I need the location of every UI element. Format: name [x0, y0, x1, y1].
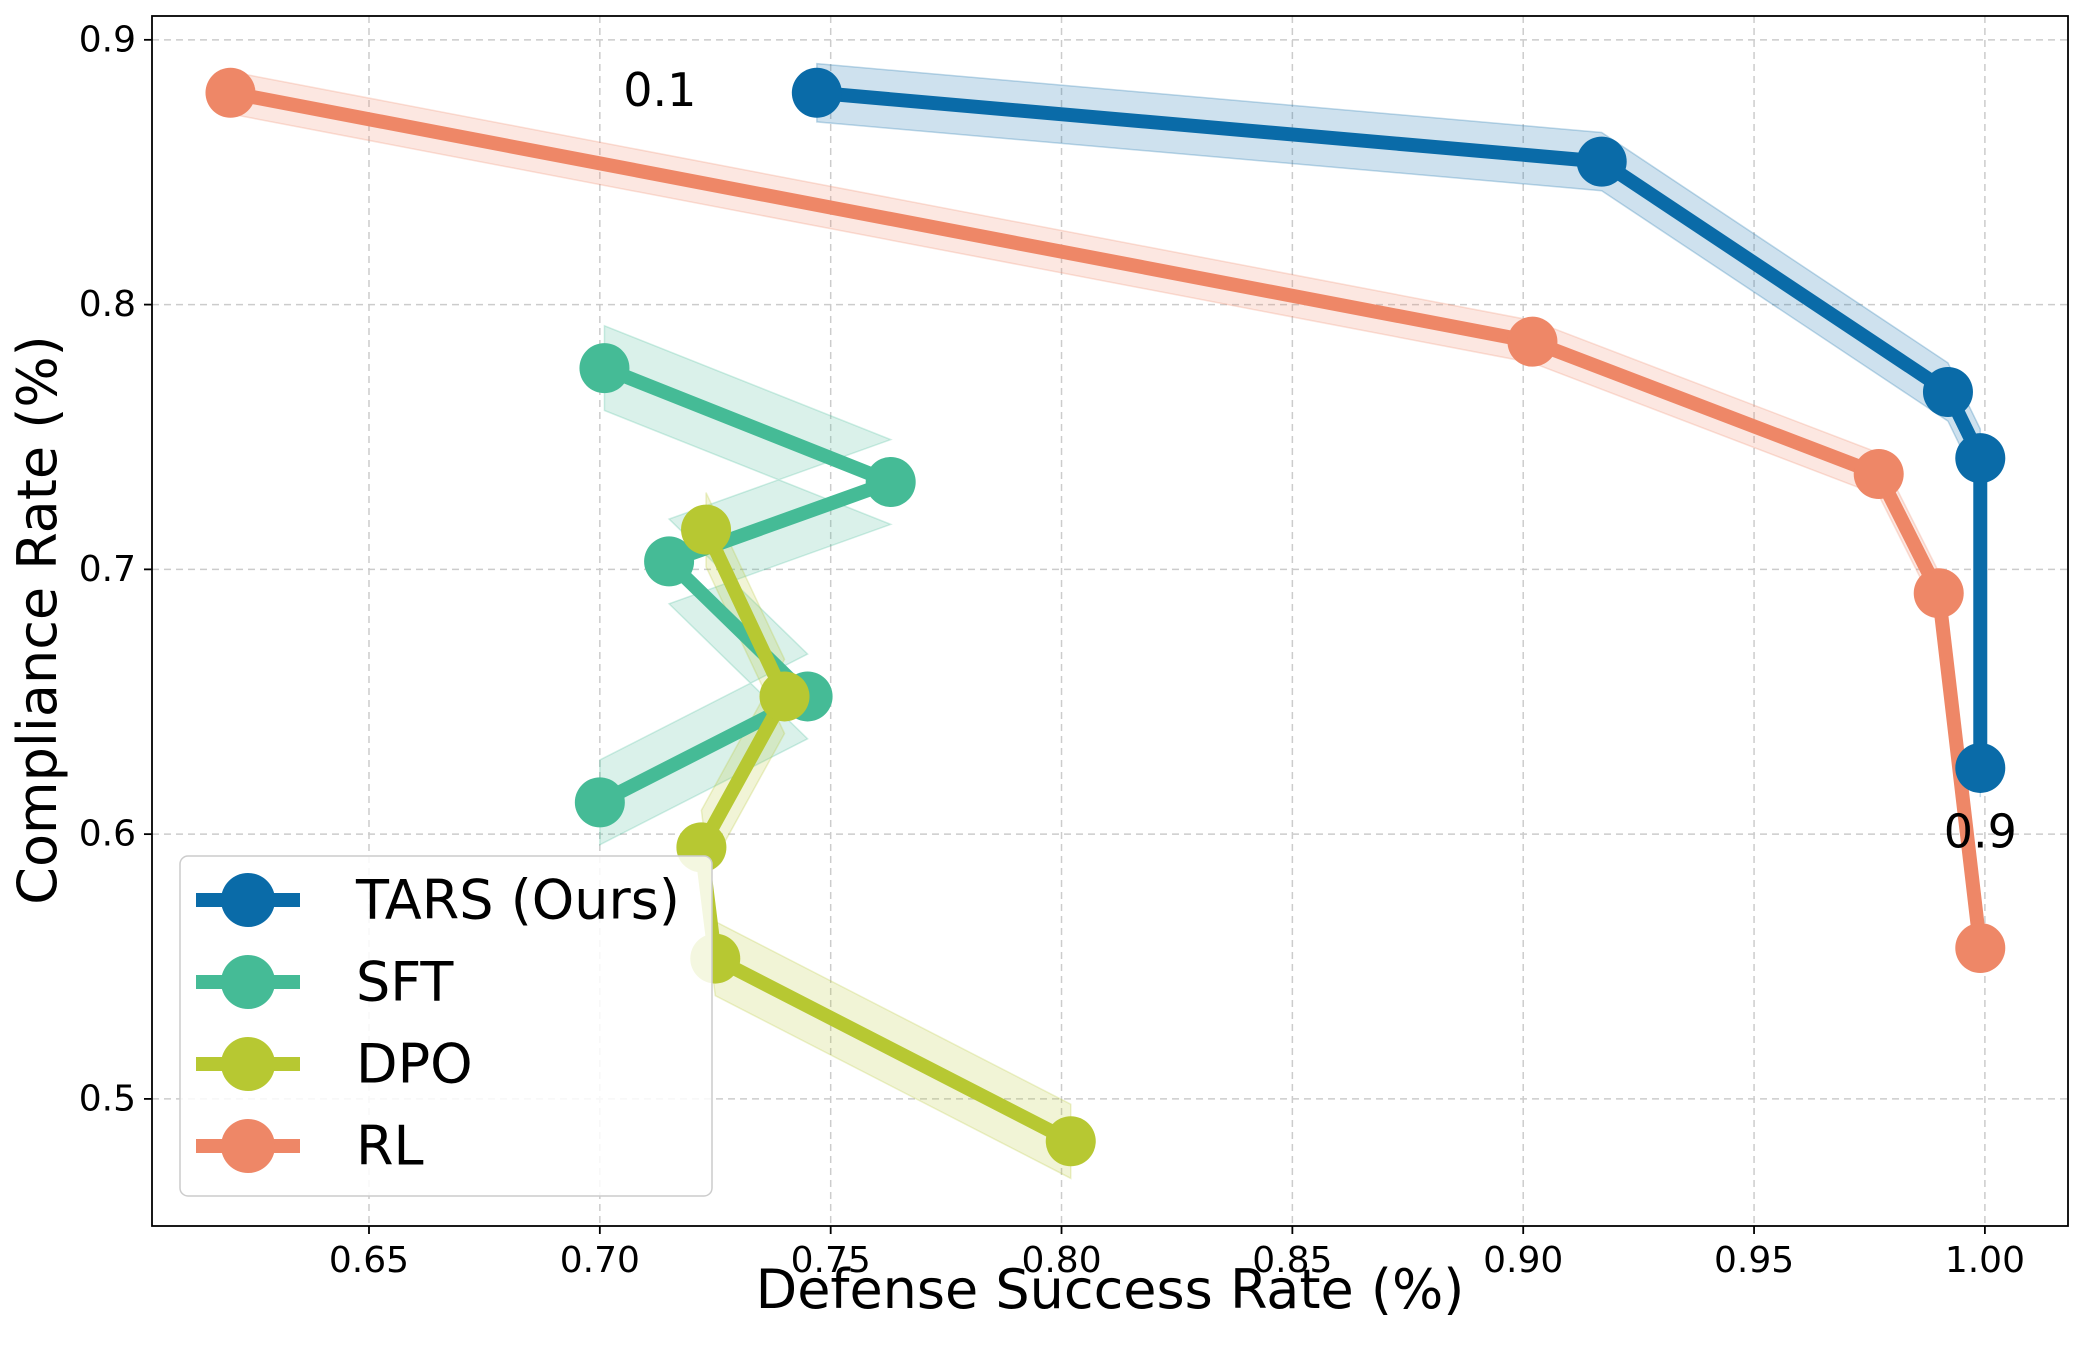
legend-label-sft: SFT — [356, 951, 454, 1014]
x-tick-label: 0.65 — [329, 1240, 409, 1281]
marker-tars-ours — [1576, 136, 1627, 187]
y-axis-label: Compliance Rate (%) — [6, 335, 69, 904]
marker-rl — [1955, 922, 2006, 973]
annotations: 0.1 0.9 — [623, 63, 2017, 858]
band-tars-ours — [816, 62, 1982, 798]
legend-marker-rl — [221, 1119, 275, 1173]
x-tick-label: 0.75 — [791, 1240, 871, 1281]
x-tick-label: 1.00 — [1945, 1240, 2025, 1281]
axis-ticks: 0.65 0.70 0.75 0.80 0.85 0.90 0.95 1.00 0.5 0.6 0.… — [79, 19, 2025, 1281]
marker-sft — [574, 777, 625, 828]
legend-marker-sft — [221, 955, 275, 1009]
y-tick-label: 0.6 — [79, 814, 136, 855]
marker-rl — [1853, 449, 1904, 500]
marker-tars-ours — [1955, 433, 2006, 484]
marker-dpo — [681, 504, 732, 555]
marker-rl — [1507, 316, 1558, 367]
line-dpo — [694, 522, 1078, 1149]
annotation-end: 0.9 — [1944, 804, 2017, 858]
marker-sft — [865, 456, 916, 507]
marker-sft — [579, 343, 630, 394]
marker-tars-ours — [1922, 366, 1973, 417]
y-tick-label: 0.5 — [79, 1078, 136, 1119]
legend: TARS (Ours) SFT DPO RL — [179, 855, 713, 1197]
y-tick-label: 0.9 — [79, 19, 136, 60]
marker-rl — [1913, 568, 1964, 619]
x-tick-label: 0.95 — [1714, 1240, 1794, 1281]
x-axis-label: Defense Success Rate (%) — [756, 1258, 1465, 1321]
marker-dpo — [759, 671, 810, 722]
plot-frame — [151, 15, 2069, 1227]
legend-label-dpo: DPO — [356, 1033, 473, 1096]
y-tick-label: 0.8 — [79, 284, 136, 325]
x-tick-label: 0.70 — [560, 1240, 640, 1281]
y-tick-label: 0.7 — [79, 549, 136, 590]
marker-rl — [205, 67, 256, 118]
marker-tars-ours — [791, 67, 842, 118]
legend-marker-tars-ours — [221, 873, 275, 927]
x-tick-label: 0.90 — [1483, 1240, 1563, 1281]
legend-label-tars-ours: TARS (Ours) — [355, 869, 680, 932]
x-tick-label: 0.80 — [1021, 1240, 1101, 1281]
marker-sft — [644, 536, 695, 587]
legend-label-rl: RL — [356, 1115, 424, 1178]
marker-tars-ours — [1955, 742, 2006, 793]
band-dpo — [700, 492, 1072, 1180]
x-tick-label: 0.85 — [1252, 1240, 1332, 1281]
legend-marker-dpo — [221, 1037, 275, 1091]
annotation-start: 0.1 — [623, 63, 696, 117]
marker-dpo — [1045, 1116, 1096, 1167]
legend-box — [179, 855, 713, 1197]
